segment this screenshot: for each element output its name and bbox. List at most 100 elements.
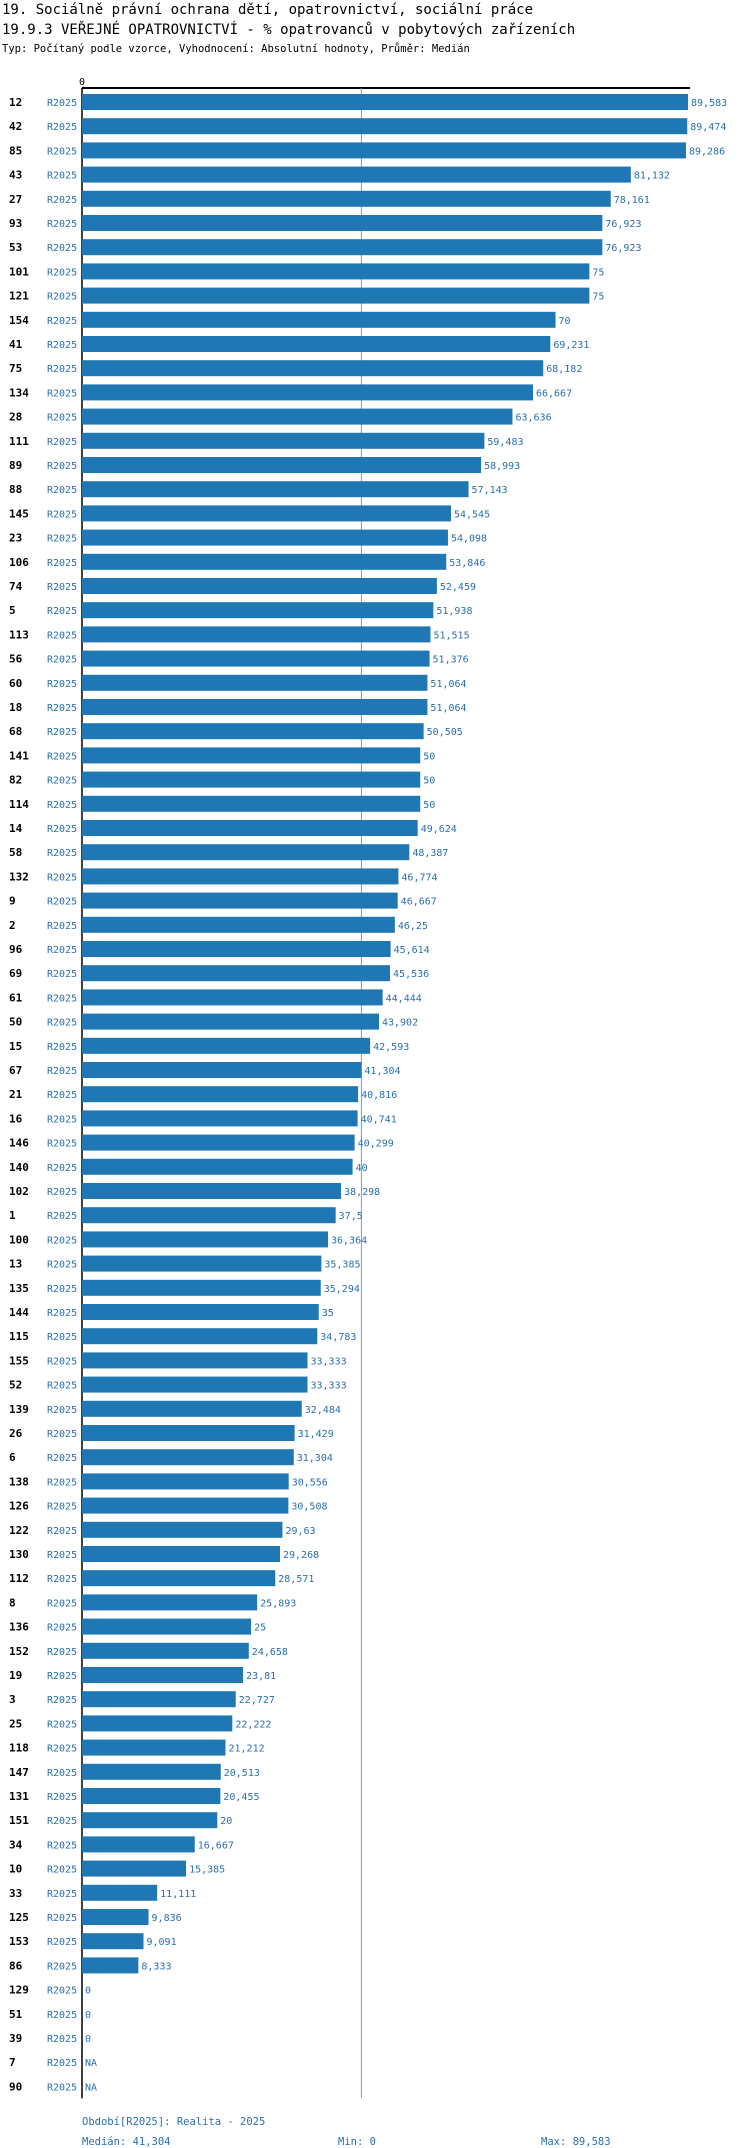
bar-value-label: 75: [592, 267, 604, 278]
bar: [82, 1860, 187, 1877]
row-id-label: 25: [9, 1717, 22, 1730]
bar-value-label: 31,304: [297, 1453, 333, 1464]
bar: [82, 650, 430, 667]
row-period-label: R2025: [47, 534, 77, 545]
row-period-label: R2025: [47, 776, 77, 787]
row-id-label: 26: [9, 1427, 23, 1440]
row-id-label: 135: [9, 1282, 29, 1295]
row-period-label: R2025: [47, 1574, 77, 1585]
bar: [82, 1207, 336, 1224]
bar-value-label: 69,231: [553, 340, 589, 351]
row-id-label: 151: [9, 1814, 29, 1827]
bar-value-label: 38,298: [344, 1187, 380, 1198]
row-id-label: 67: [9, 1064, 22, 1077]
row-period-label: R2025: [47, 1163, 77, 1174]
bar: [82, 190, 611, 207]
row-period-label: R2025: [47, 413, 77, 424]
bar-value-label: 51,376: [433, 655, 469, 666]
bar: [82, 1884, 158, 1901]
row-period-label: R2025: [47, 558, 77, 569]
bar-value-label: 50: [423, 776, 435, 787]
bar-value-label: 36,364: [331, 1235, 367, 1246]
row-id-label: 106: [9, 556, 29, 569]
row-period-label: R2025: [47, 485, 77, 496]
bar: [82, 626, 431, 643]
row-period-label: R2025: [47, 679, 77, 690]
row-period-label: R2025: [47, 1816, 77, 1827]
row-id-label: 3: [9, 1693, 16, 1706]
bar: [82, 1037, 371, 1054]
bar-value-label: 21,212: [228, 1744, 264, 1755]
row-period-label: R2025: [47, 122, 77, 133]
bar-value-label: 40,299: [358, 1139, 394, 1150]
row-id-label: 52: [9, 1379, 22, 1392]
min-readout: Min: 0: [338, 2136, 376, 2148]
row-period-label: R2025: [47, 1332, 77, 1343]
row-id-label: 93: [9, 217, 22, 230]
row-period-label: R2025: [47, 1429, 77, 1440]
bar: [82, 1183, 342, 1199]
row-id-label: 74: [9, 580, 23, 593]
row-period-label: R2025: [47, 219, 77, 230]
bar: [82, 1425, 295, 1441]
row-period-label: R2025: [47, 1550, 77, 1561]
row-period-label: R2025: [47, 509, 77, 520]
row-id-label: 16: [9, 1112, 23, 1125]
row-id-label: 34: [9, 1838, 23, 1851]
row-id-label: 9: [9, 895, 16, 908]
row-id-label: 113: [9, 628, 29, 641]
row-id-label: 68: [9, 725, 22, 738]
row-id-label: 102: [9, 1185, 29, 1198]
bar-value-label: 89,474: [690, 122, 726, 133]
row-id-label: 23: [9, 532, 22, 545]
chart-subtitle-indicator: 19.9.3 VEŘEJNÉ OPATROVNICTVÍ - % opatrov…: [2, 22, 576, 38]
bar-value-label: 31,429: [298, 1429, 334, 1440]
bar: [82, 892, 398, 909]
bar: [82, 1570, 276, 1587]
bar-value-label: 25: [254, 1623, 266, 1634]
bar: [82, 432, 485, 449]
bar: [82, 529, 448, 546]
bar-value-label: 52,459: [440, 582, 476, 593]
row-id-label: 152: [9, 1645, 29, 1658]
bar-value-label: 89,286: [689, 146, 725, 157]
row-id-label: 141: [9, 749, 29, 762]
bar: [82, 384, 533, 401]
row-id-label: 129: [9, 1984, 29, 1997]
row-id-label: 21: [9, 1088, 23, 1101]
row-period-label: R2025: [47, 388, 77, 399]
chart-title: 19. Sociálně právní ochrana dětí, opatro…: [2, 2, 534, 18]
row-period-label: R2025: [47, 437, 77, 448]
bar: [82, 1279, 321, 1296]
row-period-label: R2025: [47, 1114, 77, 1125]
row-period-label: R2025: [47, 195, 77, 206]
bar: [82, 1134, 355, 1151]
bar: [82, 1521, 283, 1538]
row-id-label: 114: [9, 798, 29, 811]
bar: [82, 1546, 280, 1562]
bar-value-label: 33,333: [310, 1381, 346, 1392]
row-period-label: R2025: [47, 1647, 77, 1658]
bar-value-label: 33,333: [310, 1356, 346, 1367]
row-id-label: 121: [9, 290, 29, 303]
bar-value-label: 30,556: [292, 1477, 328, 1488]
bar-value-label: 23,81: [246, 1671, 276, 1682]
bar-value-label: 0: [85, 2010, 91, 2021]
row-period-label: R2025: [47, 1792, 77, 1803]
row-id-label: 130: [9, 1548, 29, 1561]
bar: [82, 820, 418, 836]
row-period-label: R2025: [47, 1405, 77, 1416]
row-period-label: R2025: [47, 146, 77, 157]
period-note: Období[R2025]: Realita - 2025: [82, 2116, 266, 2128]
row-period-label: R2025: [47, 1937, 77, 1948]
row-id-label: 43: [9, 169, 22, 182]
bar-value-label: 43,902: [382, 1018, 418, 1029]
bar: [82, 868, 399, 885]
row-period-label: R2025: [47, 1308, 77, 1319]
bar-value-label: 0: [85, 2034, 91, 2045]
row-period-label: R2025: [47, 1889, 77, 1900]
bar-value-label: 51,064: [430, 703, 466, 714]
bar-value-label: 16,667: [198, 1840, 234, 1851]
row-period-label: R2025: [47, 1768, 77, 1779]
row-period-label: R2025: [47, 945, 77, 956]
